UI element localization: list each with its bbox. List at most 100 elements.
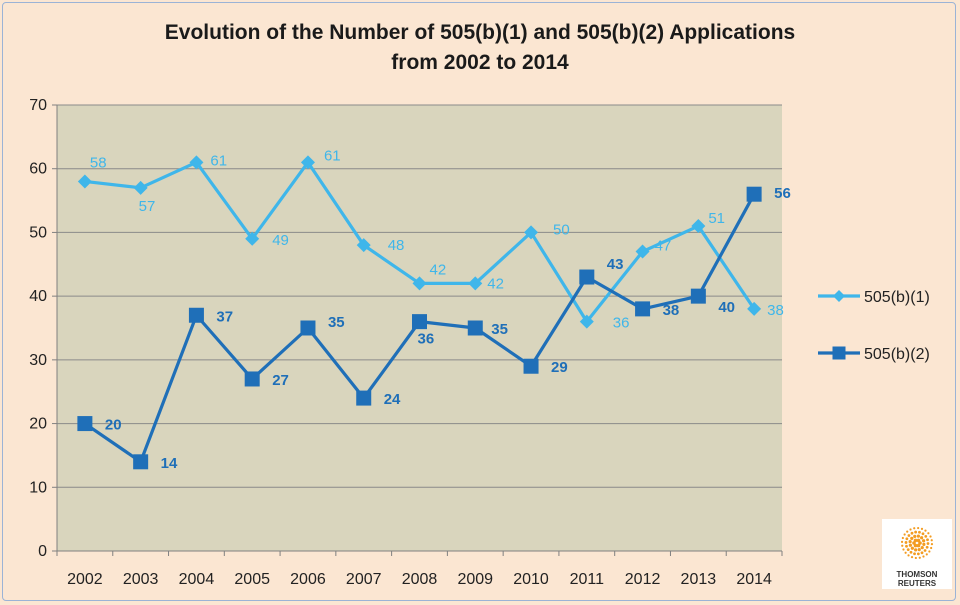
legend-label: 505(b)(2) <box>864 346 930 363</box>
data-label: 40 <box>718 299 735 316</box>
legend-label: 505(b)(1) <box>864 289 930 306</box>
x-tick-label: 2008 <box>402 571 438 588</box>
data-point <box>244 371 260 387</box>
data-point <box>468 276 483 291</box>
x-tick-label: 2002 <box>67 571 103 588</box>
logo-dot <box>926 542 930 545</box>
data-label: 43 <box>607 256 624 273</box>
data-label: 27 <box>272 372 289 389</box>
chart-title-line1: Evolution of the Number of 505(b)(1) and… <box>164 21 796 44</box>
data-label: 36 <box>418 331 435 348</box>
logo-dot <box>906 530 909 533</box>
logo-dot <box>910 536 914 540</box>
logo-dot <box>916 543 921 548</box>
x-tick-label: 2010 <box>513 571 549 588</box>
data-point <box>635 244 650 259</box>
logo-dot <box>925 553 928 556</box>
logo-dot <box>905 537 909 541</box>
data-point <box>356 238 371 253</box>
data-label: 36 <box>613 315 630 332</box>
chart-title: Evolution of the Number of 505(b)(1) and… <box>0 18 960 78</box>
data-point <box>133 454 149 470</box>
x-tick-label: 2006 <box>290 571 326 588</box>
data-label: 48 <box>388 237 405 254</box>
data-label: 29 <box>551 359 568 376</box>
data-label: 20 <box>105 417 122 434</box>
data-label: 38 <box>767 302 784 319</box>
chart-title-line2: from 2002 to 2014 <box>391 51 569 74</box>
x-tick-label: 2009 <box>457 571 493 588</box>
data-point <box>690 288 706 304</box>
data-label: 47 <box>655 238 672 255</box>
logo-dot <box>909 550 913 554</box>
logo-dot <box>918 541 922 545</box>
data-point <box>356 390 372 406</box>
legend-item-505b1: 505(b)(1) <box>818 289 930 306</box>
logo-dot <box>910 531 914 535</box>
logo-dot <box>917 548 921 552</box>
logo-dot <box>920 527 924 530</box>
data-label: 42 <box>487 275 504 292</box>
data-point <box>747 301 762 316</box>
logo-dot <box>930 543 934 546</box>
logo-dot <box>922 539 926 543</box>
logo-dot <box>909 528 912 531</box>
data-label: 58 <box>90 154 107 171</box>
logo-dot <box>903 533 906 536</box>
logo-dot <box>905 544 908 548</box>
data-label: 51 <box>708 210 725 227</box>
logo-dot <box>901 544 904 547</box>
logo-dot <box>923 549 927 552</box>
logo-dot <box>914 530 918 534</box>
x-tick-label: 2005 <box>234 571 270 588</box>
data-point <box>523 358 539 374</box>
logo-dot <box>916 538 921 543</box>
data-point <box>133 180 148 195</box>
x-tick-label: 2003 <box>123 571 159 588</box>
logo-dot <box>910 546 914 550</box>
data-point <box>691 219 706 234</box>
logo-dot <box>904 551 907 554</box>
legend-item-505b2: 505(b)(2) <box>818 346 930 363</box>
data-label: 35 <box>328 314 345 331</box>
x-tick-label: 2011 <box>570 571 605 588</box>
logo-dot <box>913 534 917 538</box>
data-point <box>467 320 483 336</box>
logo-dot <box>900 540 904 543</box>
logo-dot <box>929 535 932 538</box>
x-tick-label: 2012 <box>625 571 661 588</box>
logo-dot <box>920 551 924 555</box>
data-label: 42 <box>430 261 447 278</box>
logo-dot <box>913 543 918 548</box>
data-point <box>746 186 762 202</box>
logo-dot <box>922 555 925 558</box>
logo-dot <box>925 545 929 549</box>
logo-dot <box>926 538 929 542</box>
data-point <box>412 276 427 291</box>
data-label: 50 <box>553 221 570 238</box>
data-point <box>579 269 595 285</box>
data-label: 61 <box>210 152 227 169</box>
logo-dot <box>913 552 916 556</box>
y-tick-label: 40 <box>29 288 47 305</box>
logo-dot <box>913 527 916 530</box>
logo-dot <box>922 542 926 546</box>
y-tick-label: 0 <box>38 543 47 560</box>
logo-dot <box>916 534 920 538</box>
data-point <box>300 320 316 336</box>
data-point <box>188 307 204 323</box>
logo-dot <box>917 526 920 530</box>
data-label: 24 <box>384 391 401 408</box>
y-tick-label: 10 <box>29 479 47 496</box>
thomson-reuters-logo: THOMSON REUTERS <box>882 519 952 589</box>
series-505b1: 58 57 61 49 61 48 42 42 50 36 47 51 38 <box>77 147 784 332</box>
thomson-reuters-logo-icon <box>900 526 934 560</box>
y-tick-label: 60 <box>29 161 47 178</box>
series-505b2: 20 14 37 27 35 24 36 35 29 43 38 40 56 <box>77 185 791 472</box>
logo-dot <box>907 554 910 557</box>
logo-dot <box>928 550 931 553</box>
y-tick-label: 20 <box>29 416 47 433</box>
data-label: 35 <box>491 321 508 338</box>
logo-dot <box>907 534 911 537</box>
